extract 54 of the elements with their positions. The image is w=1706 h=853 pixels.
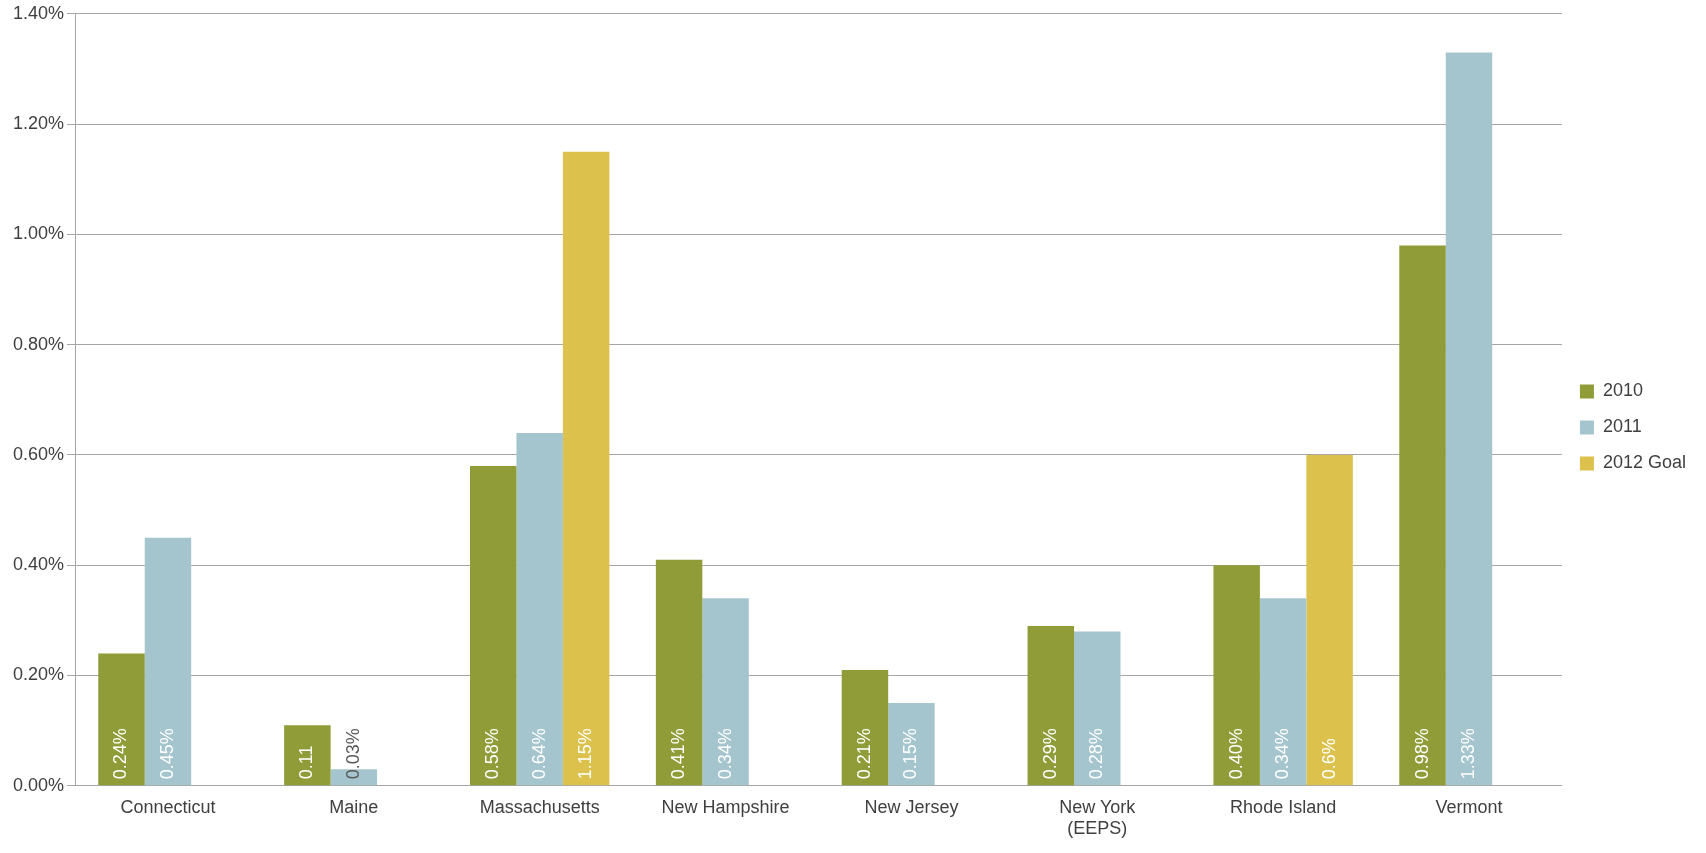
x-tick-label: Maine xyxy=(329,796,379,817)
bar xyxy=(841,670,889,786)
bar xyxy=(144,537,192,786)
data-label: 0.34% xyxy=(1272,728,1293,780)
bar xyxy=(702,598,749,786)
y-tick-label: 0.20% xyxy=(12,664,65,685)
data-label: 0.58% xyxy=(482,728,503,780)
bar xyxy=(1074,631,1121,786)
data-label: 0.40% xyxy=(1225,728,1246,780)
data-label: 0.28% xyxy=(1086,728,1107,780)
x-tick-label: New Jersey xyxy=(864,796,959,817)
y-tick-label: 1.00% xyxy=(12,223,65,244)
data-label: 1.15% xyxy=(575,728,596,780)
x-tick-label: Connecticut xyxy=(120,796,216,817)
bar xyxy=(284,725,331,786)
data-label: 0.41% xyxy=(668,728,689,780)
bar xyxy=(1306,454,1353,786)
x-tick-label: New York (EEPS) xyxy=(1059,796,1137,839)
x-tick-label: Vermont xyxy=(1435,796,1503,817)
bar xyxy=(562,151,610,786)
data-label: 1.33% xyxy=(1457,728,1478,780)
data-label: 0.03% xyxy=(342,728,363,780)
data-label: 0.45% xyxy=(156,728,177,780)
bar xyxy=(470,465,517,786)
y-tick-label: 0.40% xyxy=(12,554,65,575)
data-label: 0.29% xyxy=(1039,728,1060,780)
bar xyxy=(98,653,145,786)
legend-label: 2010 xyxy=(1602,380,1643,401)
bar xyxy=(1445,52,1493,786)
data-label: 0.21% xyxy=(853,728,874,780)
bar xyxy=(1213,565,1260,786)
bar xyxy=(655,559,703,786)
legend-label: 2012 Goal xyxy=(1602,452,1687,473)
y-tick-label: 0.00% xyxy=(12,774,65,795)
y-tick-label: 0.80% xyxy=(12,333,65,354)
bar xyxy=(1027,625,1075,786)
y-tick-label: 1.20% xyxy=(12,113,65,134)
bar xyxy=(888,703,935,786)
data-label: 0.11 xyxy=(296,745,317,780)
bar xyxy=(1399,245,1446,786)
data-label: 0.64% xyxy=(528,728,549,780)
data-label: 0.6% xyxy=(1318,738,1339,780)
x-tick-label: New Hampshire xyxy=(661,796,790,817)
y-tick-label: 1.40% xyxy=(12,2,65,23)
legend-label: 2011 xyxy=(1602,416,1642,437)
y-tick-label: 0.60% xyxy=(12,443,65,464)
bar xyxy=(516,432,563,786)
x-tick-label: Rhode Island xyxy=(1230,796,1337,817)
data-label: 0.98% xyxy=(1411,728,1432,780)
data-label: 0.34% xyxy=(714,728,735,780)
data-label: 0.15% xyxy=(900,728,921,780)
bar xyxy=(1259,598,1307,786)
x-tick-label: Massachusetts xyxy=(479,796,600,817)
data-label: 0.24% xyxy=(110,728,131,780)
